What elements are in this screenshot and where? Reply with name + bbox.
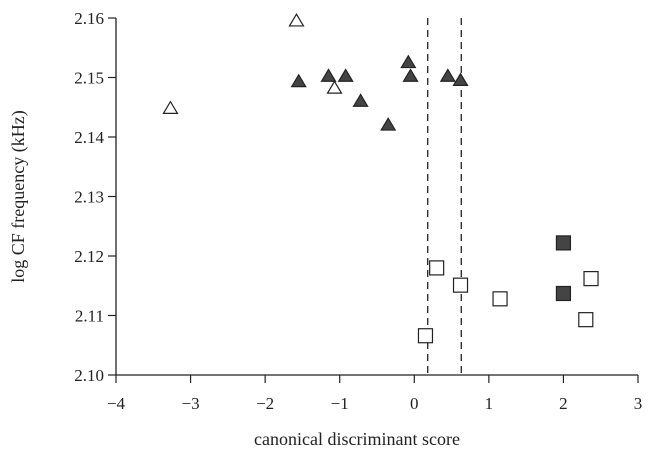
- open-triangle-point: [162, 100, 179, 114]
- axes: [115, 18, 638, 376]
- filled-triangle-point: [320, 68, 337, 82]
- open-square-point: [429, 260, 445, 276]
- x-tick-label: −1: [331, 394, 349, 413]
- open-square-point: [417, 328, 434, 344]
- y-tick-label: 2.14: [74, 128, 104, 147]
- y-axis-title: log CF frequency (kHz): [8, 110, 29, 282]
- y-axis-ticks: 2.10 2.11 2.12 2.13 2.14 2.15 2.16: [74, 9, 116, 385]
- x-tick-label: −4: [107, 394, 126, 413]
- x-tick-label: 1: [485, 394, 494, 413]
- x-axis-title: canonical discriminant score: [254, 429, 460, 449]
- y-tick-label: 2.13: [74, 188, 104, 207]
- y-tick-label: 2.11: [75, 307, 104, 326]
- open-square-point: [452, 277, 469, 293]
- x-tick-label: 2: [559, 394, 568, 413]
- reference-lines: [427, 18, 462, 375]
- filled-triangle-point: [402, 68, 419, 82]
- open-square-point: [583, 271, 599, 287]
- x-tick-label: 3: [634, 394, 643, 413]
- x-tick-label: −2: [256, 394, 274, 413]
- y-tick-label: 2.12: [74, 247, 104, 266]
- x-tick-label: −3: [182, 394, 200, 413]
- y-tick-label: 2.10: [74, 366, 104, 385]
- y-tick-label: 2.15: [74, 69, 104, 88]
- filled-triangle-point: [380, 117, 397, 131]
- filled-triangle-point: [452, 72, 469, 87]
- filled-triangle-point: [352, 93, 369, 107]
- data-points: [162, 12, 599, 344]
- filled-triangle-point: [290, 73, 307, 88]
- open-triangle-point: [326, 80, 343, 94]
- open-square-point: [578, 312, 594, 328]
- open-square-point: [492, 291, 508, 307]
- filled-triangle-point: [400, 54, 417, 69]
- filled-triangle-point: [337, 68, 354, 82]
- x-tick-label: 0: [410, 394, 419, 413]
- open-triangle-point: [288, 12, 305, 27]
- y-tick-label: 2.16: [74, 9, 104, 28]
- x-axis-ticks: −4 −3 −2 −1 0 1 2 3: [107, 375, 642, 413]
- filled-square-point: [555, 235, 572, 251]
- filled-square-point: [555, 285, 572, 302]
- filled-triangle-point: [439, 68, 456, 82]
